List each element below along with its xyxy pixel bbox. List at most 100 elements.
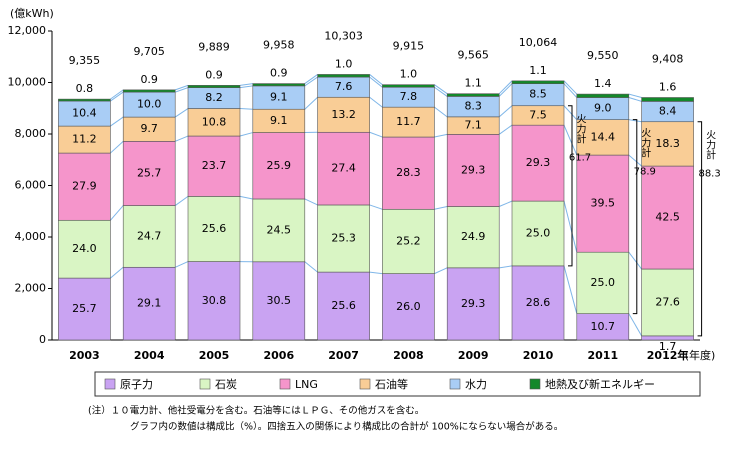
x-tick-label: 2007 [328, 349, 359, 362]
data-label: 1.7 [659, 340, 677, 353]
data-label: 29.1 [137, 297, 162, 310]
connector-line [174, 108, 189, 118]
connector-line [499, 200, 513, 207]
data-label: 7.5 [529, 108, 547, 121]
data-label: 29.3 [526, 156, 551, 169]
connector-line [369, 204, 383, 210]
data-label: 25.2 [396, 234, 421, 247]
connector-line [239, 83, 253, 86]
bar-segment [58, 277, 111, 341]
data-label: 8.4 [659, 105, 677, 118]
connector-line [498, 105, 513, 118]
connector-line [369, 96, 383, 108]
connector-line [175, 84, 189, 91]
data-label: 1.0 [400, 68, 418, 81]
data-label: 42.5 [655, 211, 680, 224]
data-label: 23.7 [202, 159, 227, 172]
bar-segment [122, 89, 176, 93]
connector-line [434, 84, 448, 95]
bar-segment [122, 116, 176, 142]
bar-segment [317, 131, 370, 206]
x-tick-label: 2005 [199, 349, 230, 362]
connector-line [498, 83, 513, 97]
bar-segment [58, 125, 111, 154]
data-label: 27.4 [331, 162, 356, 175]
bar-segment [576, 154, 630, 253]
data-label: 1.4 [594, 77, 612, 90]
data-label: 24.5 [267, 223, 292, 236]
connector-line [563, 105, 578, 121]
data-label: 25.7 [137, 166, 162, 179]
x-tick-label: 2006 [263, 349, 294, 362]
data-label: 7.8 [400, 90, 418, 103]
bar-segment [122, 205, 176, 268]
legend-swatch [199, 378, 211, 390]
connector-line [239, 132, 253, 137]
data-label: 10.0 [137, 98, 162, 111]
data-label: 27.9 [72, 180, 97, 193]
legend-swatch [104, 378, 116, 390]
legend-label: 石油等 [375, 377, 408, 391]
data-label: 11.7 [396, 115, 421, 128]
legend-swatch [449, 378, 461, 390]
data-label: 8.3 [464, 100, 482, 113]
bar-segment [317, 271, 370, 341]
data-label: 25.7 [72, 302, 97, 315]
bar-segment [641, 97, 694, 102]
data-label: 10.4 [72, 107, 97, 120]
connector-line [563, 265, 578, 314]
connector-line [110, 89, 124, 100]
bar-segment [576, 93, 630, 98]
connector-line [563, 200, 578, 253]
bar-segment [122, 141, 176, 206]
legend-label: 地熱及び新エネルギー [545, 377, 655, 391]
data-label: 10.7 [591, 320, 616, 333]
legend-swatch [279, 378, 291, 390]
data-label: 28.6 [526, 296, 551, 309]
data-label: 18.3 [655, 137, 680, 150]
data-label: 25.6 [202, 222, 227, 235]
data-label: 0.8 [76, 82, 94, 95]
connector-line [563, 83, 578, 98]
legend-swatch [529, 378, 541, 390]
total-label: 10,303 [324, 30, 363, 43]
data-label: 8.5 [529, 88, 547, 101]
bar-segment [187, 196, 241, 262]
x-tick-label: 2004 [134, 349, 165, 362]
bar-segment [511, 124, 565, 202]
connector-line [110, 116, 124, 127]
total-label: 9,889 [198, 40, 230, 53]
data-label: 30.8 [202, 294, 227, 307]
connector-line [434, 267, 448, 275]
data-label: 1.6 [659, 81, 677, 94]
legend-label: 原子力 [120, 378, 153, 391]
data-label: 0.9 [205, 68, 223, 81]
bracket [632, 119, 638, 315]
bar-segment [252, 83, 306, 87]
bar-segment [252, 132, 306, 200]
bar-segment [511, 200, 565, 267]
y-tick-label: 10,000 [8, 76, 47, 89]
connector-line [498, 80, 513, 95]
bar-segment [252, 198, 306, 263]
connector-line [110, 266, 124, 279]
bar-segment [58, 152, 111, 221]
x-tick-label: 2008 [393, 349, 424, 362]
connector-line [110, 205, 124, 221]
total-label: 9,705 [133, 45, 165, 58]
bar-segment [382, 106, 435, 138]
connector-line [369, 271, 383, 275]
connector-line [498, 124, 513, 135]
legend-label: 石炭 [215, 378, 237, 391]
bar-segment [187, 261, 241, 341]
y-tick-label: 6,000 [15, 179, 47, 192]
data-label: 0.9 [140, 73, 158, 86]
connector-line [434, 206, 448, 210]
y-tick-label: 8,000 [15, 127, 47, 140]
bar-segment [446, 206, 500, 269]
data-label: 39.5 [591, 197, 616, 210]
y-axis-label: (億kWh) [10, 7, 54, 20]
connector-line [628, 93, 642, 98]
bar-segment [187, 135, 241, 197]
